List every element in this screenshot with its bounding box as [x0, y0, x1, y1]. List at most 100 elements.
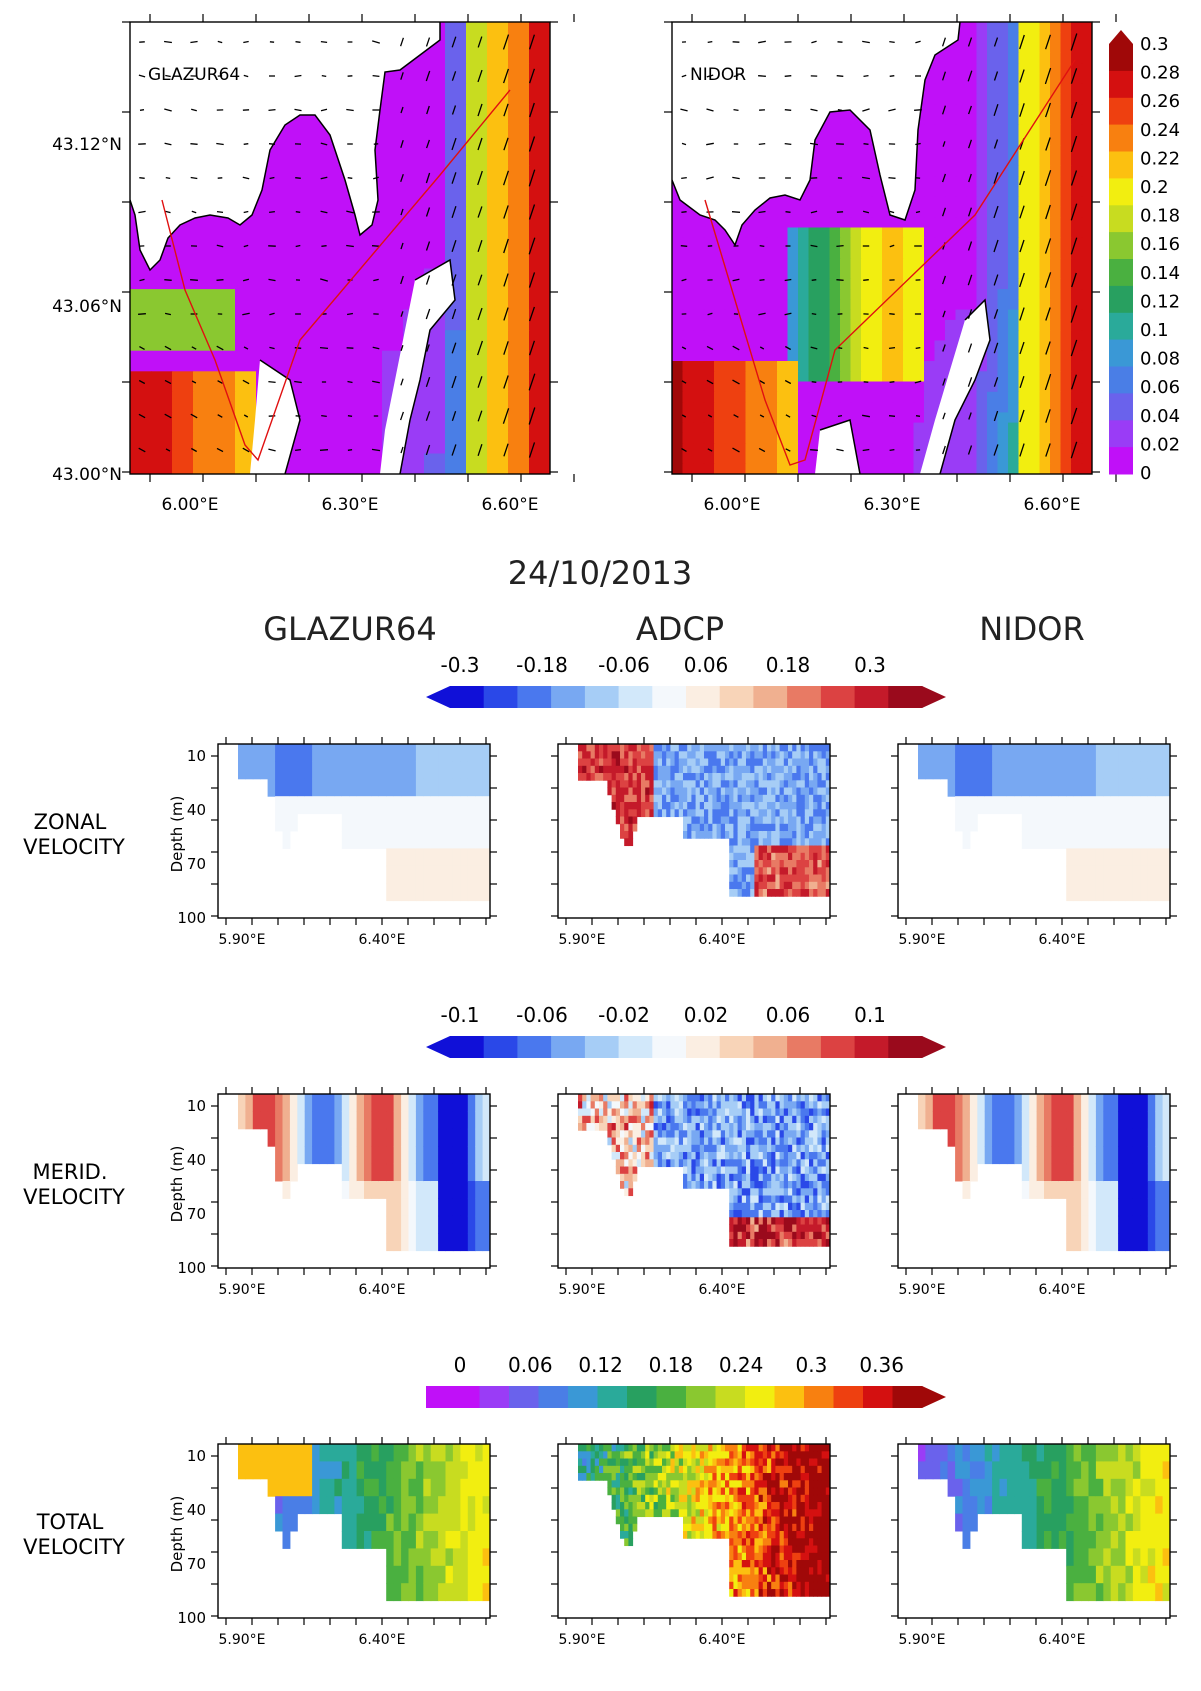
- section-cell: [683, 1115, 688, 1124]
- section-cell: [1081, 848, 1090, 867]
- section-cell: [260, 761, 269, 780]
- section-cell: [695, 1137, 701, 1146]
- colorbar-arrow: [922, 686, 946, 708]
- current-vector: [837, 414, 843, 418]
- map-cell: [934, 299, 946, 311]
- map-cell: [924, 381, 936, 393]
- section-cell: [741, 860, 747, 868]
- section-cell: [1132, 848, 1141, 867]
- section-cell: [670, 773, 676, 781]
- current-vector: [862, 210, 870, 214]
- section-cell: [754, 838, 760, 847]
- section-cell: [825, 787, 831, 796]
- section-cell: [636, 1144, 642, 1153]
- map-cell: [1008, 319, 1020, 331]
- map-cell: [714, 309, 726, 321]
- section-cell: [645, 780, 650, 789]
- section-cell: [691, 1101, 697, 1110]
- map-cell: [955, 73, 967, 85]
- map-cell: [487, 63, 509, 85]
- section-cell: [767, 802, 772, 810]
- section-cell: [683, 1152, 688, 1160]
- section-cell: [624, 823, 629, 832]
- map-cell: [714, 340, 726, 352]
- section-cell: [356, 744, 365, 762]
- map-cell: [934, 268, 946, 280]
- map-cell: [882, 443, 894, 455]
- section-cell: [796, 809, 802, 818]
- map-cell: [1060, 381, 1072, 393]
- map-cell: [987, 196, 999, 208]
- colorbar-cell: [551, 686, 586, 708]
- map-cell: [966, 22, 978, 33]
- map-cell: [966, 432, 978, 444]
- section-cell: [620, 1159, 625, 1168]
- map-cell: [172, 248, 194, 270]
- map-cell: [934, 186, 946, 198]
- map-cell: [277, 165, 299, 187]
- section-cell: [297, 1146, 306, 1165]
- map-cell: [766, 299, 778, 311]
- vertical-colorbar: 0.30.280.260.240.220.20.180.160.140.120.…: [1109, 30, 1180, 484]
- current-vector: [217, 40, 223, 44]
- section-cell: [590, 1108, 596, 1117]
- map-cell: [1018, 299, 1030, 311]
- map-cell: [997, 124, 1009, 136]
- current-vector: [967, 343, 973, 353]
- map-cell: [871, 463, 883, 474]
- map-cell: [787, 453, 799, 465]
- map-cell: [861, 412, 873, 424]
- section-cell: [1006, 761, 1015, 780]
- map-cell: [1060, 319, 1072, 331]
- section-cell: [386, 865, 395, 884]
- section-cell: [758, 1173, 764, 1182]
- map-cell: [903, 412, 915, 424]
- map-cell: [298, 371, 320, 393]
- map-cell: [987, 93, 999, 105]
- section-cell: [977, 744, 986, 762]
- section-cell: [758, 1181, 764, 1189]
- map-cell: [1050, 319, 1062, 331]
- map-cell: [693, 453, 705, 465]
- map-cell: [903, 453, 915, 465]
- y-tick-label-43.12: 43.12°N: [52, 135, 122, 155]
- section-cell: [813, 889, 818, 897]
- section-cell: [725, 802, 730, 810]
- section-cell: [632, 1101, 638, 1110]
- map-cell: [1060, 155, 1072, 167]
- map-cell: [735, 381, 747, 393]
- section-cell: [977, 778, 986, 797]
- map-cell: [934, 114, 946, 126]
- section-cell: [632, 1108, 638, 1117]
- section-cell: [775, 852, 781, 861]
- section-cell: [645, 787, 650, 796]
- section-cell: [475, 848, 484, 867]
- current-vector: [993, 205, 999, 219]
- map-cell: [892, 340, 904, 352]
- section-cell: [1147, 848, 1156, 867]
- map-cell: [777, 402, 789, 413]
- section-cell: [691, 802, 697, 810]
- current-vector: [732, 447, 740, 453]
- section-cell: [733, 787, 739, 796]
- section-cell: [771, 816, 776, 825]
- map-cell: [277, 309, 299, 331]
- section-cell: [578, 751, 583, 760]
- map-cell: [424, 145, 446, 167]
- current-vector: [243, 414, 249, 418]
- section-cell: [779, 758, 785, 767]
- map-cell: [976, 145, 988, 157]
- map-cell: [850, 330, 862, 342]
- section-cell: [452, 1233, 461, 1252]
- section-cell: [632, 802, 638, 810]
- section-cell: [666, 1144, 671, 1153]
- section-cell: [1081, 744, 1090, 762]
- section-cell: [733, 860, 739, 868]
- map-cell: [319, 391, 341, 413]
- map-cell: [955, 63, 967, 74]
- section-cell: [1147, 813, 1156, 832]
- section-cell: [586, 1094, 592, 1102]
- section-cell: [758, 1195, 764, 1204]
- section-cell: [729, 1101, 734, 1110]
- map-cell: [966, 83, 978, 95]
